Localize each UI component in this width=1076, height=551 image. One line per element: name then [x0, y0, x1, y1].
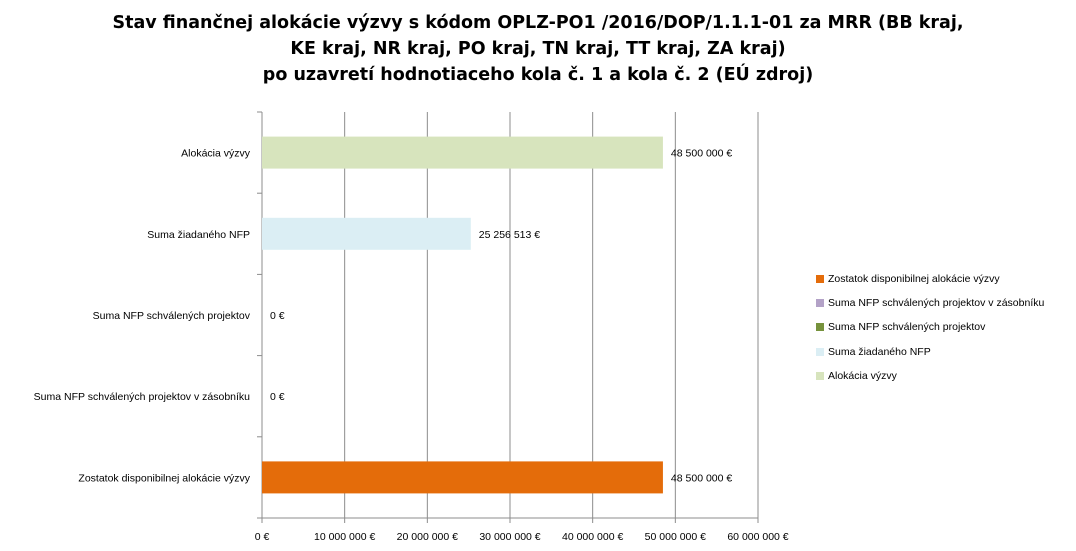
- x-tick-label: 40 000 000 €: [562, 531, 623, 543]
- legend-label: Suma NFP schválených projektov: [828, 321, 986, 334]
- x-tick-label: 50 000 000 €: [645, 531, 706, 543]
- legend-item: Zostatok disponibilnej alokácie výzvy: [816, 267, 1044, 291]
- data-label: 48 500 000 €: [671, 472, 732, 484]
- legend-swatch: [816, 323, 824, 332]
- category-label: Suma NFP schválených projektov v zásobní…: [34, 391, 250, 403]
- category-label: Suma žiadaného NFP: [147, 229, 250, 241]
- legend-label: Zostatok disponibilnej alokácie výzvy: [828, 273, 1000, 286]
- x-tick-label: 20 000 000 €: [397, 531, 458, 543]
- data-label: 25 256 513 €: [479, 229, 540, 241]
- legend-swatch: [816, 275, 824, 284]
- legend-label: Suma žiadaného NFP: [828, 345, 931, 358]
- legend-item: Suma žiadaného NFP: [816, 340, 1044, 364]
- chart-title-line-3: po uzavretí hodnotiaceho kola č. 1 a kol…: [262, 65, 814, 85]
- x-tick-label: 60 000 000 €: [727, 531, 788, 543]
- data-label: 48 500 000 €: [671, 148, 732, 160]
- chart-legend: Zostatok disponibilnej alokácie výzvy Sum…: [816, 267, 1044, 388]
- bar: [262, 136, 663, 169]
- legend-swatch: [816, 299, 824, 308]
- chart-title-line-2: KE kraj, NR kraj, PO kraj, TN kraj, TT k…: [290, 39, 786, 59]
- legend-swatch: [816, 347, 824, 356]
- data-label: 0 €: [270, 310, 285, 322]
- data-label: 0 €: [270, 391, 285, 403]
- legend-item: Alokácia výzvy: [816, 364, 1044, 388]
- x-tick-label: 10 000 000 €: [314, 531, 375, 543]
- chart-title-line-1: Stav finančnej alokácie výzvy s kódom OP…: [112, 13, 964, 33]
- x-tick-label: 0 €: [255, 531, 270, 543]
- bar: [262, 217, 471, 250]
- chart-title: Stav finančnej alokácie výzvy s kódom OP…: [0, 10, 1076, 88]
- category-label: Zostatok disponibilnej alokácie výzvy: [78, 472, 250, 484]
- legend-item: Suma NFP schválených projektov v zásobní…: [816, 291, 1044, 315]
- bar: [262, 461, 663, 494]
- category-label: Suma NFP schválených projektov: [93, 310, 251, 322]
- x-tick-label: 30 000 000 €: [479, 531, 540, 543]
- category-label: Alokácia výzvy: [181, 148, 251, 160]
- legend-label: Suma NFP schválených projektov v zásobní…: [828, 297, 1045, 310]
- legend-item: Suma NFP schválených projektov: [816, 315, 1044, 339]
- legend-label: Alokácia výzvy: [828, 369, 897, 382]
- legend-swatch: [816, 371, 824, 380]
